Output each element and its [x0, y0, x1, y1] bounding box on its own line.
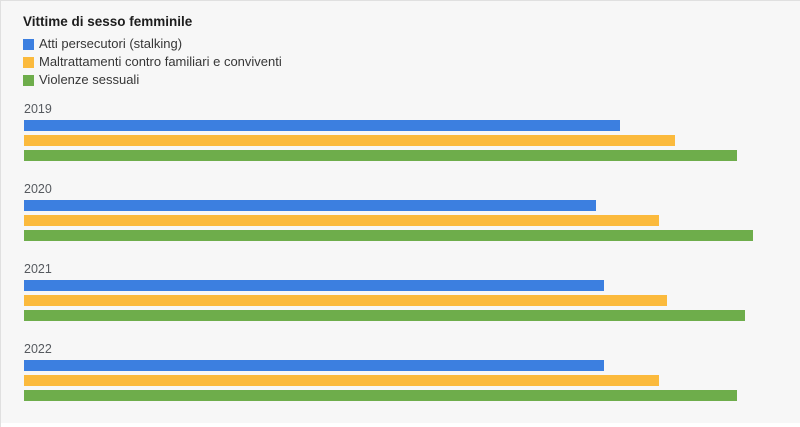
bottom-margin — [1, 423, 800, 427]
legend-label: Maltrattamenti contro familiari e conviv… — [39, 54, 282, 69]
legend-item: Maltrattamenti contro familiari e conviv… — [23, 53, 282, 71]
bar-2022-atti-persecutori-stalking — [24, 360, 604, 371]
year-label: 2022 — [24, 342, 52, 356]
legend-swatch-icon — [23, 56, 34, 68]
bar-2019-maltrattamenti-contro-familiari-e-conviventi — [24, 135, 675, 146]
bar-2021-maltrattamenti-contro-familiari-e-conviventi — [24, 295, 667, 306]
bar-2019-atti-persecutori-stalking — [24, 120, 620, 131]
year-group-2021: 2021 — [24, 263, 800, 321]
bar-2021-atti-persecutori-stalking — [24, 280, 604, 291]
bar-2022-violenze-sessuali — [24, 390, 737, 401]
year-group-2019: 2019 — [24, 103, 800, 161]
chart-title: Vittime di sesso femminile — [23, 14, 193, 29]
legend: Atti persecutori (stalking) Maltrattament… — [23, 35, 282, 89]
legend-swatch-icon — [23, 74, 34, 86]
legend-label: Violenze sessuali — [39, 72, 140, 87]
legend-label: Atti persecutori (stalking) — [39, 36, 183, 51]
chart-header: Vittime di sesso femminile Atti persecut… — [23, 13, 282, 89]
year-label: 2021 — [24, 262, 52, 276]
legend-item: Atti persecutori (stalking) — [23, 35, 282, 53]
legend-item: Violenze sessuali — [23, 71, 282, 89]
bar-2020-violenze-sessuali — [24, 230, 753, 241]
bar-2019-violenze-sessuali — [24, 150, 737, 161]
bar-2021-violenze-sessuali — [24, 310, 745, 321]
bar-2020-atti-persecutori-stalking — [24, 200, 596, 211]
year-label: 2020 — [24, 182, 52, 196]
legend-swatch-icon — [23, 38, 34, 50]
year-group-2020: 2020 — [24, 183, 800, 241]
bar-2022-maltrattamenti-contro-familiari-e-conviventi — [24, 375, 659, 386]
year-group-2022: 2022 — [24, 343, 800, 401]
plot-area: 2019 2020 2021 2022 — [24, 103, 800, 423]
year-label: 2019 — [24, 102, 52, 116]
bar-2020-maltrattamenti-contro-familiari-e-conviventi — [24, 215, 659, 226]
